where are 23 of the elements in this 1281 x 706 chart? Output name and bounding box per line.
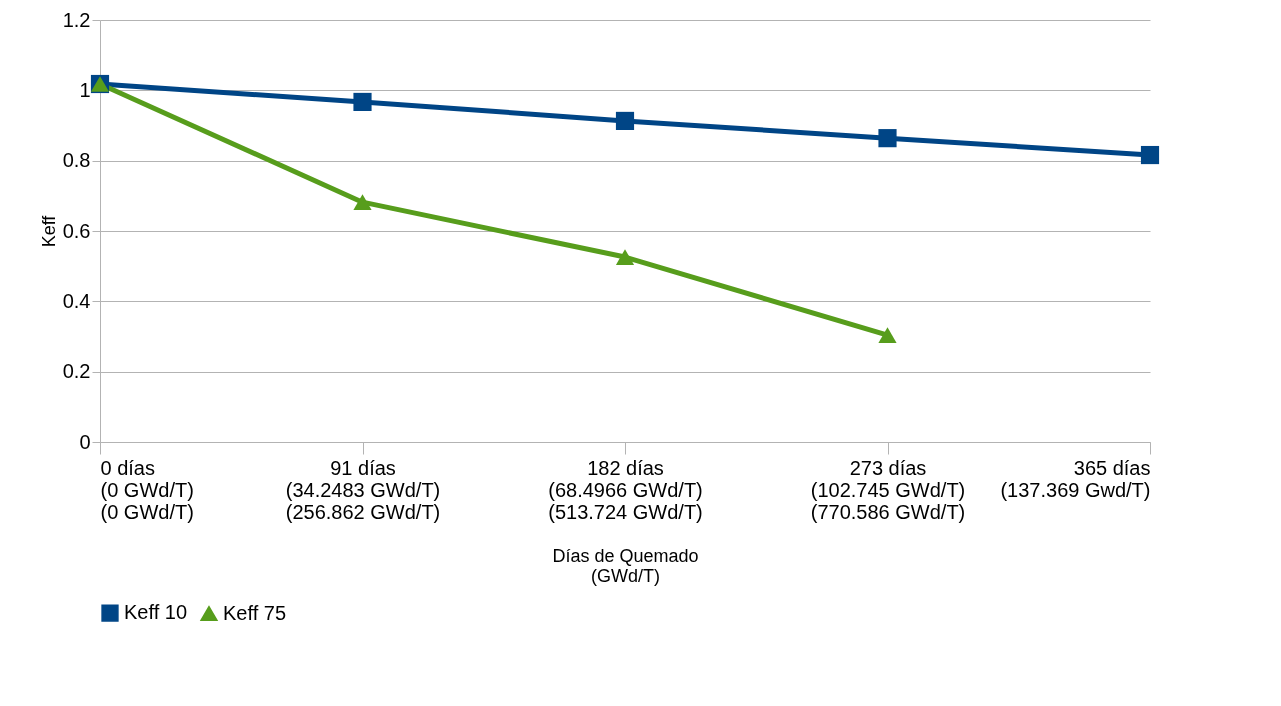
- y-tick-label: 0.6: [62, 219, 91, 242]
- point: [878, 129, 897, 148]
- x-tick-label: 182 días (68.4966 GWd/T) (513.724 GWd/T): [548, 456, 703, 523]
- x-axis-title: Días de Quemado (GWd/T): [552, 545, 699, 586]
- x-tick-label: 0 días (0 GWd/T) (0 GWd/T): [100, 456, 194, 523]
- x-tick-label: 273 días (102.745 GWd/T) (770.586 GWd/T): [810, 456, 966, 523]
- y-tick-label: 1.2: [62, 8, 91, 31]
- legend-label: Keff 75: [223, 601, 287, 624]
- point: [1140, 145, 1160, 165]
- y-tick-label: 0.8: [62, 149, 91, 172]
- x-tick-label: 91 días (34.2483 GWd/T) (256.862 GWd/T): [285, 456, 441, 523]
- y-tick-label: 1: [79, 78, 91, 101]
- legend-label: Keff 10: [124, 601, 188, 624]
- y-tick-label: 0.4: [62, 289, 91, 312]
- x-tick-label: 365 días (137.369 Gwd/T): [1000, 456, 1151, 501]
- point: [615, 249, 635, 265]
- point: [615, 111, 635, 131]
- y-axis-title: Keff: [38, 214, 59, 248]
- y-tick-label: 0: [79, 430, 91, 453]
- point: [353, 92, 372, 112]
- point: [353, 194, 372, 211]
- point: [878, 327, 897, 343]
- y-tick-label: 0.2: [62, 360, 91, 383]
